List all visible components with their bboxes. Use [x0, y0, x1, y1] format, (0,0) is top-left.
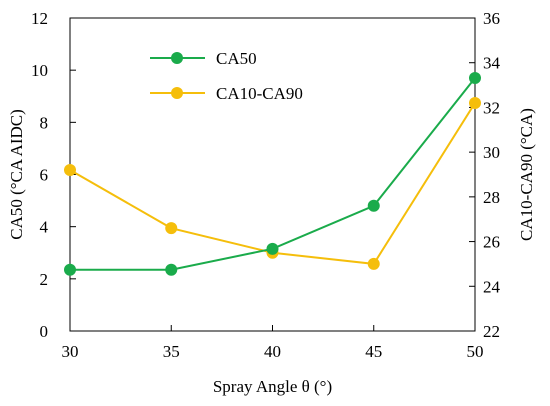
left-y-tick-label: 0	[40, 322, 49, 341]
right-y-tick-label: 36	[483, 9, 500, 28]
right-axis-ticks: 22 24 26 28 30 32 34 36	[469, 9, 501, 341]
right-y-tick-label: 22	[483, 322, 500, 341]
left-y-tick-label: 10	[31, 61, 48, 80]
series-line-ca10-ca90	[69, 102, 476, 265]
data-point-ca50	[367, 199, 380, 212]
legend-marker-ca10-ca90	[171, 87, 183, 99]
series-line-ca50	[70, 77, 476, 271]
left-axis-title: CA50 (°CA AIDC)	[7, 109, 26, 240]
right-y-tick-label: 26	[483, 233, 500, 252]
x-tick-label: 50	[467, 342, 484, 361]
left-y-tick-label: 6	[40, 166, 49, 185]
data-point-ca10-ca90	[64, 164, 76, 177]
left-y-tick-label: 12	[31, 9, 48, 28]
plot-area-border	[69, 17, 476, 332]
x-axis-title: Spray Angle θ (°)	[213, 377, 332, 396]
legend-label-ca10-ca90: CA10-CA90	[216, 84, 303, 103]
right-y-tick-label: 30	[483, 143, 500, 162]
right-y-tick-label: 28	[483, 188, 500, 207]
data-point-ca10-ca90	[165, 222, 178, 235]
right-y-tick-label: 34	[483, 54, 501, 73]
data-point-ca50	[469, 71, 481, 84]
series-layer	[64, 71, 481, 276]
plot-frame	[69, 17, 476, 332]
data-point-ca10-ca90	[469, 96, 481, 109]
legend-label-ca50: CA50	[216, 49, 257, 68]
left-y-tick-label: 2	[40, 270, 49, 289]
legend: CA50 CA10-CA90	[150, 49, 303, 103]
data-point-ca50	[64, 263, 76, 276]
x-tick-label: 45	[365, 342, 382, 361]
x-tick-label: 35	[163, 342, 180, 361]
right-y-tick-label: 24	[483, 277, 501, 296]
data-point-ca50	[165, 263, 178, 276]
data-point-ca50	[266, 242, 279, 255]
data-point-ca10-ca90	[367, 257, 380, 270]
legend-marker-ca50	[171, 52, 183, 64]
x-tick-label: 30	[62, 342, 79, 361]
left-y-tick-label: 4	[40, 218, 49, 237]
left-axis-ticks: 0 2 4 6 8 10 12	[31, 9, 76, 341]
x-tick-label: 40	[264, 342, 281, 361]
right-y-tick-label: 32	[483, 98, 500, 117]
right-axis-title: CA10-CA90 (°CA)	[517, 108, 536, 241]
x-axis-ticks: 30 35 40 45 50	[62, 325, 484, 361]
left-y-tick-label: 8	[40, 113, 49, 132]
